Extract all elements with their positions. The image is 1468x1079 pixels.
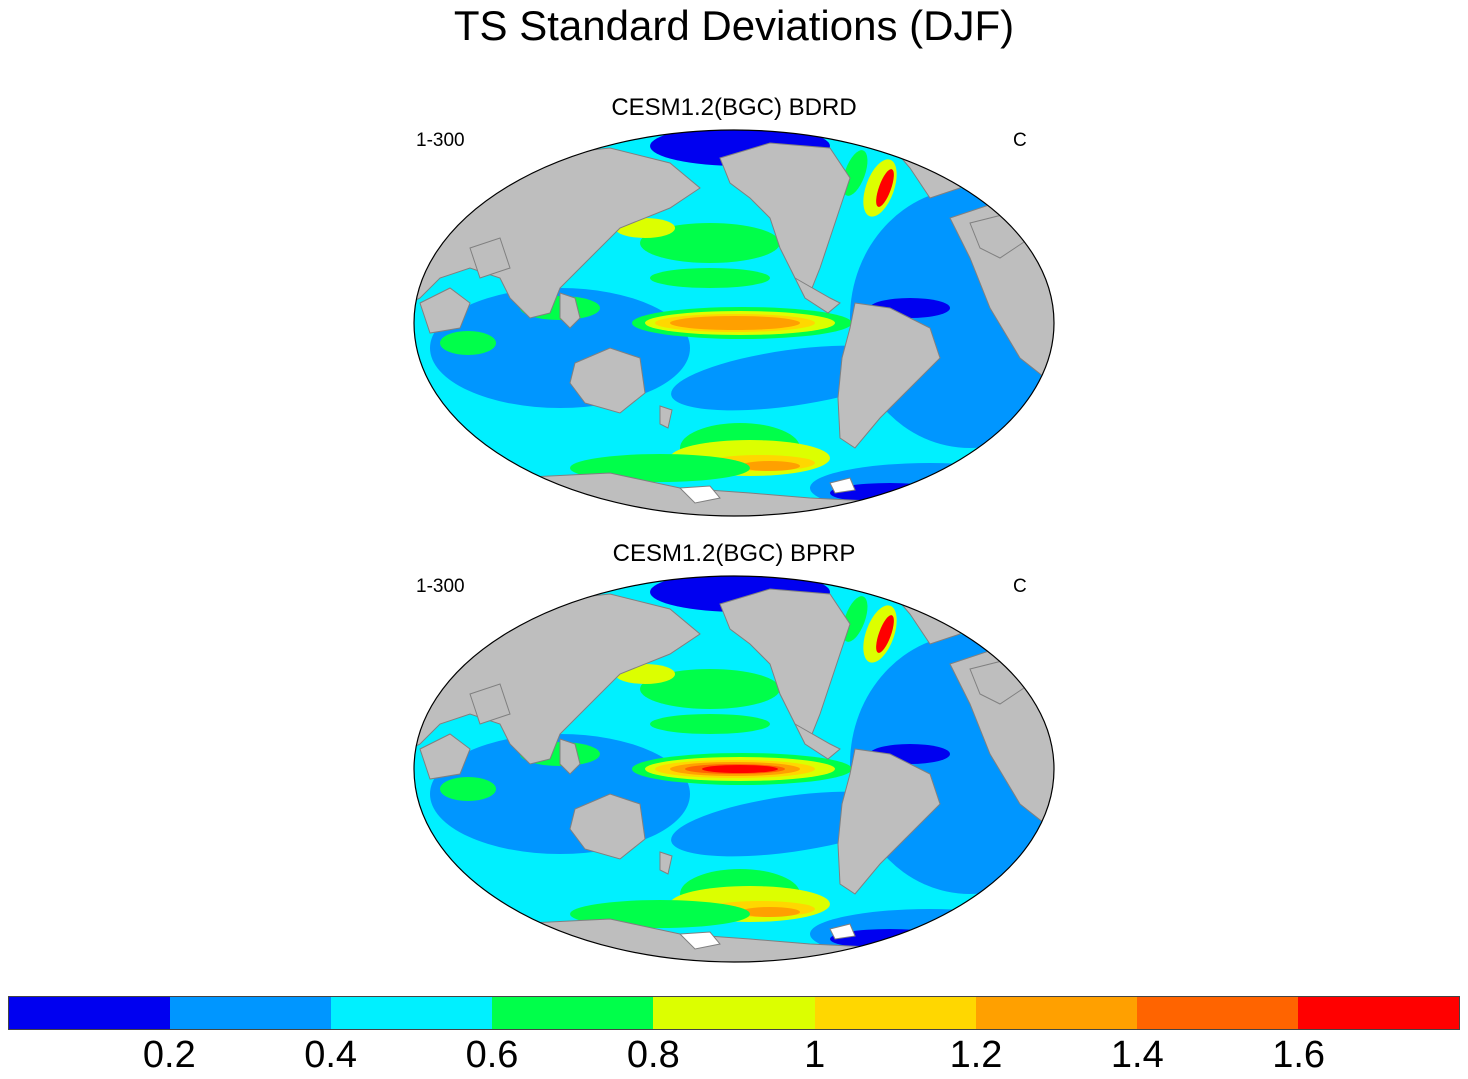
map-outline <box>413 129 1055 517</box>
colorbar-segment-1 <box>9 997 171 1029</box>
colorbar-tick-label: 0.2 <box>142 1034 196 1076</box>
colorbar-segment-5 <box>653 997 815 1029</box>
panel-2-map <box>413 575 1055 963</box>
colorbar-tick-label: 1.6 <box>1272 1034 1326 1076</box>
panel-1-map <box>413 129 1055 517</box>
colorbar-tick-label: 0.6 <box>465 1034 519 1076</box>
colorbar-segment-6 <box>814 997 976 1029</box>
land-south-america <box>837 302 941 449</box>
colorbar-segment-2 <box>170 997 332 1029</box>
panel-2-left-label: 1-300 <box>416 576 465 597</box>
colorbar-segment-8 <box>1136 997 1298 1029</box>
colorbar-tick-label: 1.4 <box>1110 1034 1164 1076</box>
colorbar-tick-label: 0.8 <box>626 1034 680 1076</box>
colorbar-tick-label: 0.4 <box>304 1034 358 1076</box>
land-australia <box>569 793 646 860</box>
panel-1-left-label: 1-300 <box>416 130 465 151</box>
land-australia <box>569 347 646 414</box>
panel-1-units-label: C <box>1013 130 1027 151</box>
colorbar <box>8 996 1460 1030</box>
map-outline <box>413 575 1055 963</box>
land-north-america <box>719 142 851 294</box>
colorbar-tick-label: 1 <box>804 1034 826 1076</box>
figure-title: TS Standard Deviations (DJF) <box>453 2 1015 49</box>
colorbar-segment-7 <box>975 997 1137 1029</box>
colorbar-segment-3 <box>331 997 493 1029</box>
colorbar-tick-label: 1.2 <box>949 1034 1003 1076</box>
land-north-america <box>719 588 851 740</box>
panel-2-title: CESM1.2(BGC) BPRP <box>612 540 856 567</box>
colorbar-segment-9 <box>1297 997 1459 1029</box>
panel-2-units-label: C <box>1013 576 1027 597</box>
panel-1-title: CESM1.2(BGC) BDRD <box>611 94 857 121</box>
map-field <box>414 576 1054 962</box>
colorbar-segment-4 <box>492 997 654 1029</box>
land-south-america <box>837 748 941 895</box>
